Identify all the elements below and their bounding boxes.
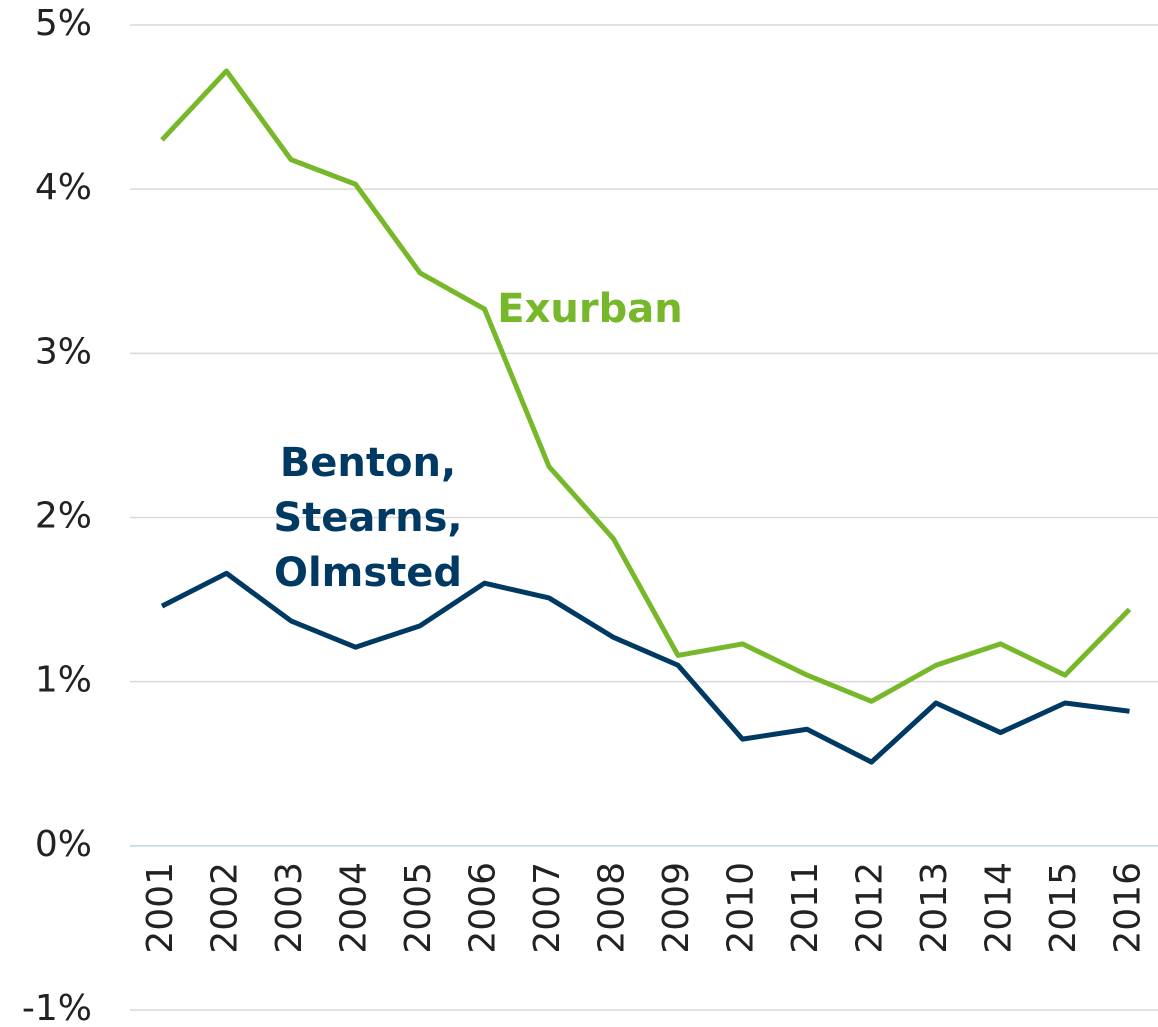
- y-tick-label: 2%: [35, 496, 92, 537]
- y-tick-label: 1%: [35, 660, 92, 701]
- x-tick-label: 2015: [1043, 862, 1084, 954]
- series-line: [160, 570, 1130, 765]
- series-label: Benton, Stearns, Olmsted: [273, 440, 463, 596]
- y-tick-label: -1%: [22, 988, 92, 1027]
- series-line: [160, 68, 1132, 704]
- y-tick-label: 0%: [35, 824, 92, 865]
- y-tick-label: 5%: [35, 3, 92, 44]
- x-tick-label: 2001: [140, 862, 181, 954]
- x-tick-label: 2003: [269, 862, 310, 954]
- x-tick-label: 2008: [592, 862, 633, 954]
- series-label: Exurban: [497, 286, 683, 332]
- x-tick-label: 2012: [850, 862, 891, 954]
- x-tick-label: 2016: [1108, 862, 1149, 954]
- x-tick-label: 2014: [979, 862, 1020, 954]
- x-tick-label: 2011: [785, 862, 826, 954]
- y-tick-label: 3%: [35, 331, 92, 372]
- x-tick-label: 2002: [205, 862, 246, 954]
- x-tick-label: 2010: [721, 862, 762, 954]
- y-tick-label: 4%: [35, 167, 92, 208]
- x-tick-label: 2005: [398, 862, 439, 954]
- x-tick-label: 2009: [656, 862, 697, 954]
- x-tick-label: 2006: [463, 862, 504, 954]
- x-tick-label: 2004: [334, 862, 375, 954]
- x-tick-label: 2007: [527, 862, 568, 954]
- x-tick-label: 2013: [914, 862, 955, 954]
